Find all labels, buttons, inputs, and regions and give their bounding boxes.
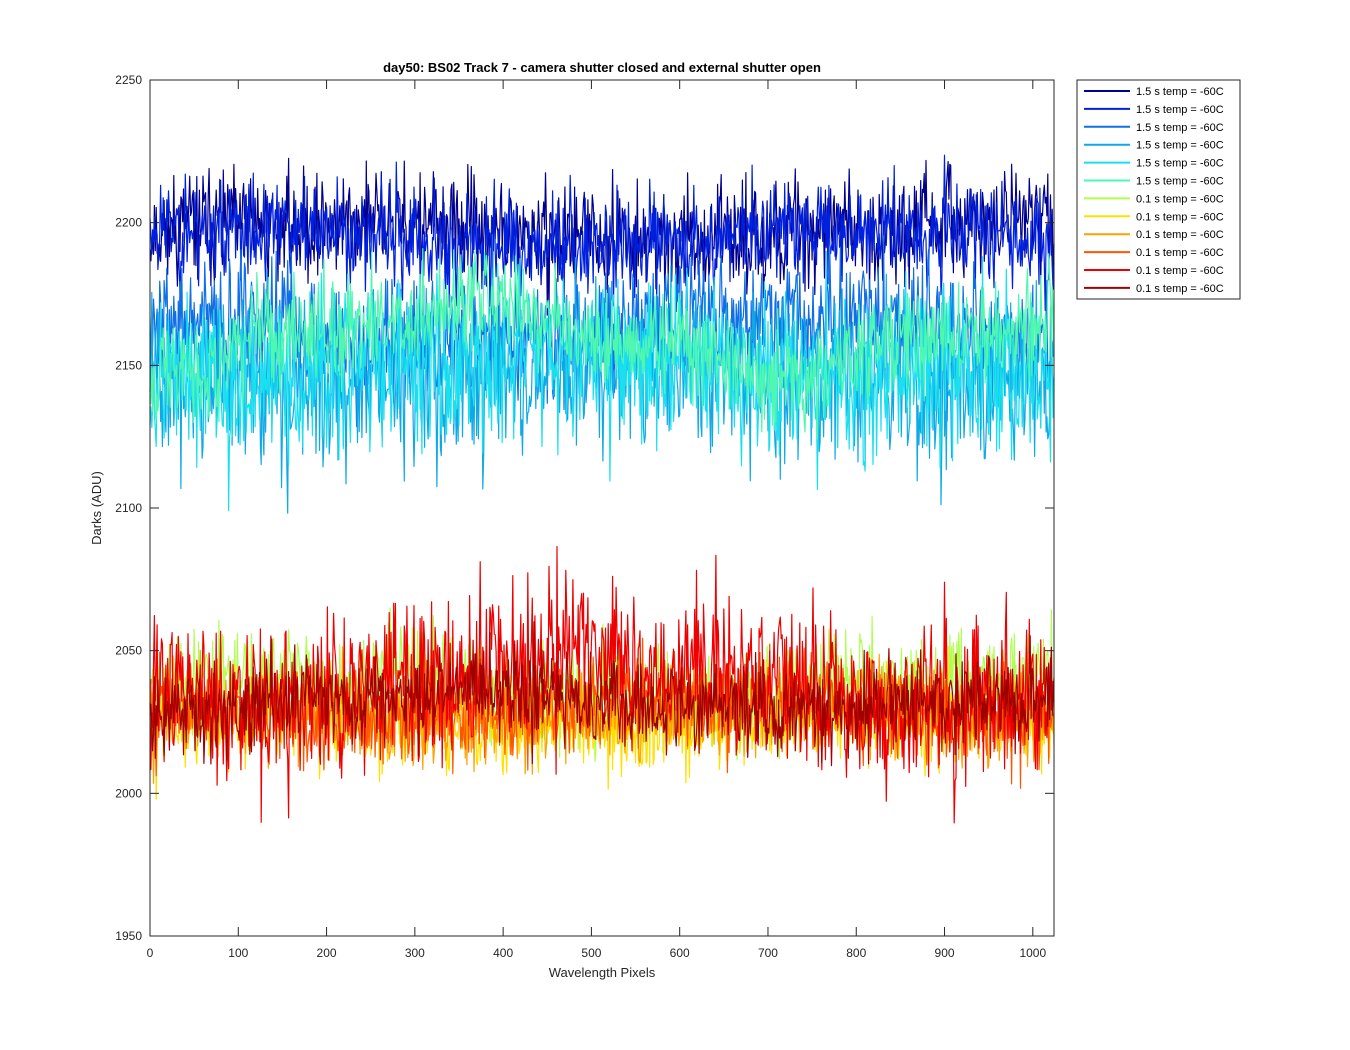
y-tick-label: 1950 bbox=[115, 929, 142, 943]
y-axis-label: Darks (ADU) bbox=[89, 471, 104, 545]
legend-entry: 1.5 s temp = -60C bbox=[1136, 104, 1224, 116]
y-tick-label: 2250 bbox=[115, 73, 142, 87]
y-tick-label: 2050 bbox=[115, 644, 142, 658]
legend-entry: 1.5 s temp = -60C bbox=[1136, 122, 1224, 134]
x-tick-label: 300 bbox=[405, 946, 425, 960]
legend-entry: 0.1 s temp = -60C bbox=[1136, 265, 1224, 277]
y-tick-label: 2200 bbox=[115, 216, 142, 230]
series-line bbox=[149, 248, 1055, 440]
legend-entry: 0.1 s temp = -60C bbox=[1136, 193, 1224, 205]
x-tick-label: 600 bbox=[670, 946, 690, 960]
y-tick-label: 2150 bbox=[115, 358, 142, 372]
series-line bbox=[149, 545, 1055, 824]
legend-entry: 0.1 s temp = -60C bbox=[1136, 229, 1224, 241]
chart-title: day50: BS02 Track 7 - camera shutter clo… bbox=[383, 60, 821, 75]
legend-entry: 1.5 s temp = -60C bbox=[1136, 86, 1224, 98]
x-tick-label: 900 bbox=[935, 946, 955, 960]
y-tick-label: 2100 bbox=[115, 501, 142, 515]
legend: 1.5 s temp = -60C 1.5 s temp = -60C 1.5 s … bbox=[1076, 79, 1241, 300]
legend-box bbox=[1076, 79, 1241, 300]
legend-entry: 1.5 s temp = -60C bbox=[1136, 158, 1224, 170]
y-axis: 1950 2000 2050 2100 2150 2200 2250 bbox=[115, 73, 1054, 943]
series-line bbox=[149, 154, 1055, 311]
x-tick-label: 1000 bbox=[1019, 946, 1046, 960]
x-axis-label: Wavelength Pixels bbox=[549, 965, 656, 980]
x-tick-label: 400 bbox=[493, 946, 513, 960]
y-tick-label: 2000 bbox=[115, 786, 142, 800]
series-group bbox=[149, 154, 1055, 824]
x-tick-label: 800 bbox=[846, 946, 866, 960]
legend-entry: 0.1 s temp = -60C bbox=[1136, 283, 1224, 295]
x-axis: 0 100 200 300 400 500 600 700 800 900 1000 bbox=[147, 80, 1046, 960]
series-line bbox=[149, 621, 1055, 767]
x-tick-label: 0 bbox=[147, 946, 154, 960]
x-tick-label: 500 bbox=[581, 946, 601, 960]
x-tick-label: 100 bbox=[228, 946, 248, 960]
legend-entry: 0.1 s temp = -60C bbox=[1136, 211, 1224, 223]
x-tick-label: 200 bbox=[317, 946, 337, 960]
legend-entry: 0.1 s temp = -60C bbox=[1136, 247, 1224, 259]
legend-entry: 1.5 s temp = -60C bbox=[1136, 176, 1224, 188]
legend-entry: 1.5 s temp = -60C bbox=[1136, 140, 1224, 152]
series-line bbox=[149, 250, 1055, 512]
x-tick-label: 700 bbox=[758, 946, 778, 960]
